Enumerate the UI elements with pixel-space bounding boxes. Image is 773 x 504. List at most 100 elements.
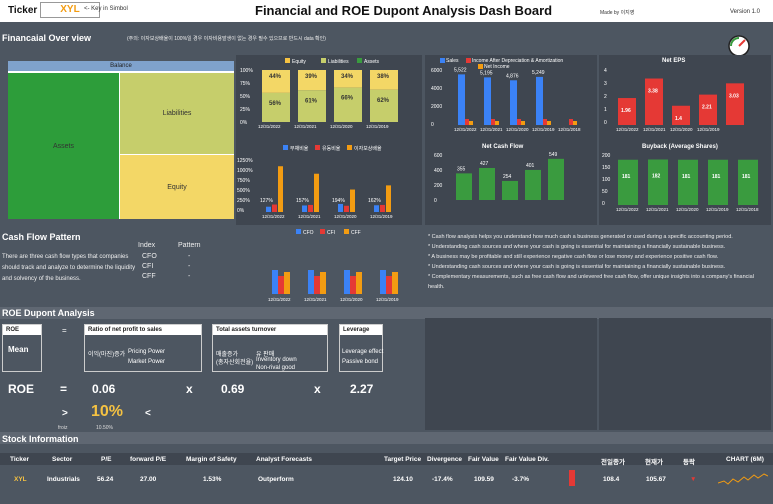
cfo-bar	[380, 270, 386, 294]
cff-bar	[392, 272, 398, 294]
stock-title: Stock Information	[2, 434, 79, 444]
val-change-icon: ▼	[690, 476, 697, 483]
ncf-label: 549	[549, 152, 558, 158]
ratio-ytick: 750%	[237, 178, 250, 184]
header-bar: Ticker XYL <- Key in Simbol Financial an…	[0, 0, 773, 22]
cf-index-header: Index	[138, 242, 156, 249]
lt-sign: <	[145, 408, 151, 419]
net-income-bar	[495, 121, 499, 125]
hdr-target: Target Price	[384, 456, 422, 463]
roe-result: 10%	[91, 403, 124, 420]
stock-data-row: XYL Industrials 56.24 27.00 1.53% Outper…	[0, 467, 773, 491]
cf-row-cfi: CFI	[142, 263, 154, 270]
equity-bar	[370, 70, 398, 90]
buyback-bar	[618, 159, 638, 205]
cfi-bar	[314, 276, 320, 294]
legend-label: CFF	[351, 230, 361, 236]
cff-bar	[284, 272, 290, 294]
tat-l1: 매출증가	[216, 352, 239, 358]
npm-header: Ratio of net profit to sales	[85, 325, 201, 335]
cff-bar	[356, 272, 362, 294]
balance-ytick: 50%	[240, 94, 251, 100]
legend-swatch	[344, 229, 349, 234]
ticker-label: Ticker	[8, 5, 38, 16]
liab-value: 61%	[305, 98, 318, 104]
equity-bar	[298, 70, 326, 91]
cf-row-cff-pattern: -	[188, 273, 191, 280]
x-tick: 12/31/2020	[334, 214, 357, 219]
cfo-bar	[308, 270, 314, 294]
cfi-bar	[350, 276, 356, 294]
ratio-bar	[314, 173, 319, 212]
buyback-bar	[648, 159, 668, 205]
x-tick: 12/31/2019	[697, 127, 720, 132]
legend-swatch	[285, 58, 290, 63]
sales-ytick: 4000	[431, 86, 442, 92]
balance-ytick: 75%	[240, 81, 251, 87]
sales-label: 5,195	[480, 70, 493, 76]
froiz-label: froiz	[58, 425, 68, 431]
buyback-bar	[738, 159, 758, 205]
buyback-ytick: 150	[602, 165, 611, 171]
legend-label: CFO	[303, 230, 314, 236]
x-tick: 12/31/2020	[506, 127, 529, 132]
buyback-label: 181	[682, 174, 691, 180]
eps-label: 3.38	[648, 89, 658, 95]
legend-swatch	[283, 145, 288, 150]
cfo-bar	[344, 270, 350, 294]
symbol-input[interactable]: XYL	[40, 2, 100, 18]
hdr-chart: CHART (6M)	[726, 456, 764, 463]
overview-note: (주의: 이자보상배율이 100%일 경우 이자비용발생이 없는 경우 필수 있…	[127, 36, 326, 42]
eps-bar	[699, 94, 717, 125]
val-fvdiv: -3.7%	[512, 476, 529, 483]
x-tick: 12/31/2022	[616, 127, 639, 132]
cf-row-cfo-pattern: -	[188, 253, 191, 260]
ncf-bar	[548, 158, 564, 200]
val-target: 124.10	[393, 476, 413, 483]
gauge-icon	[728, 35, 750, 57]
cfi-bar	[278, 276, 284, 294]
version: Version 1.0	[730, 9, 761, 15]
buyback-bar	[678, 159, 698, 205]
npm-r2: Market Power	[128, 359, 166, 365]
net-income-bar	[573, 121, 577, 125]
ncf-label: 355	[457, 166, 466, 172]
sales-ytick: 2000	[431, 104, 442, 110]
equity-value: 39%	[305, 74, 318, 80]
roe-equals: =	[60, 382, 68, 396]
times-2: x	[314, 382, 321, 396]
hdr-sector: Sector	[52, 456, 73, 463]
cash-flow-title: Cash Flow Pattern	[2, 232, 81, 242]
ncf-label: 254	[503, 174, 512, 180]
buyback-title: Buyback (Average Shares)	[642, 144, 718, 150]
x-tick: 12/31/2019	[376, 297, 399, 302]
income-bar	[543, 119, 547, 125]
hdr-fpe: forward P/E	[130, 456, 167, 463]
hdr-fv: Fair Value	[468, 456, 499, 463]
hdr-div: Divergence	[427, 456, 463, 463]
sales-ytick: 6000	[431, 68, 442, 74]
legend-label: Income After Depreciation & Amortization	[472, 58, 563, 64]
ratio-bar	[380, 204, 385, 212]
ratio-ytick: 1250%	[237, 158, 253, 164]
hdr-ticker: Ticker	[10, 456, 30, 463]
eps-label: 3.03	[729, 93, 739, 99]
sparkline-chart[interactable]	[718, 471, 768, 487]
legend-label: 이자보상배율	[354, 145, 382, 152]
buyback-ytick: 0	[602, 201, 605, 207]
hdr-pe: P/E	[101, 456, 112, 463]
ncf-label: 401	[526, 163, 535, 169]
ncf-bar	[479, 167, 495, 200]
bullet-2: * Understanding cash sources and where y…	[428, 244, 726, 250]
npm-r1: Pricing Power	[128, 349, 166, 355]
legend-label: Net Income	[484, 64, 510, 70]
liabilities-bar	[262, 92, 290, 122]
times-1: x	[186, 382, 193, 396]
roe-sub: 10.50%	[96, 425, 113, 431]
stock-section-bar	[0, 432, 773, 444]
ratio-ytick: 0%	[237, 208, 245, 214]
key-hint: <- Key in Simbol	[84, 6, 128, 12]
eps-label: 1.4	[675, 116, 682, 122]
dupont-eq: =	[62, 326, 67, 335]
legend-label: 유동비율	[322, 145, 341, 152]
